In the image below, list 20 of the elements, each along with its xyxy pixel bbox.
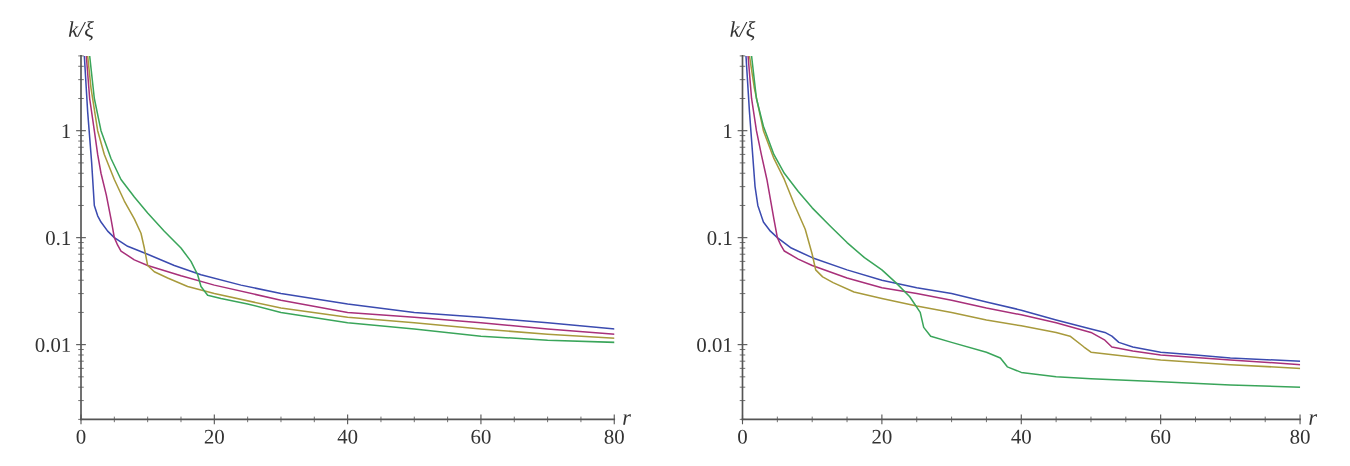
y-tick-label: 0.1 bbox=[707, 231, 732, 246]
y-axis-title: k/ξ bbox=[730, 21, 756, 41]
x-tick-label: 40 bbox=[1011, 429, 1031, 444]
x-tick-label: 0 bbox=[738, 429, 747, 444]
x-tick-label: 80 bbox=[1290, 429, 1310, 444]
y-tick-label: 1 bbox=[724, 124, 732, 138]
x-tick-label: 20 bbox=[872, 429, 892, 444]
y-axis-title: k/ξ bbox=[68, 21, 94, 41]
y-tick-label: 0.01 bbox=[35, 338, 71, 353]
x-tick-label: 20 bbox=[204, 429, 224, 444]
y-tick-label: 1 bbox=[62, 124, 71, 138]
x-tick-label: 60 bbox=[1151, 429, 1171, 444]
x-tick-label: 80 bbox=[604, 429, 624, 444]
x-axis-title: r bbox=[1309, 414, 1318, 425]
x-tick-label: 40 bbox=[337, 429, 358, 444]
y-tick-label: 0.1 bbox=[46, 231, 71, 246]
x-axis-title: r bbox=[623, 414, 631, 425]
x-tick-label: 60 bbox=[471, 429, 491, 444]
y-tick-label: 0.01 bbox=[697, 338, 732, 353]
x-tick-label: 0 bbox=[76, 429, 86, 444]
